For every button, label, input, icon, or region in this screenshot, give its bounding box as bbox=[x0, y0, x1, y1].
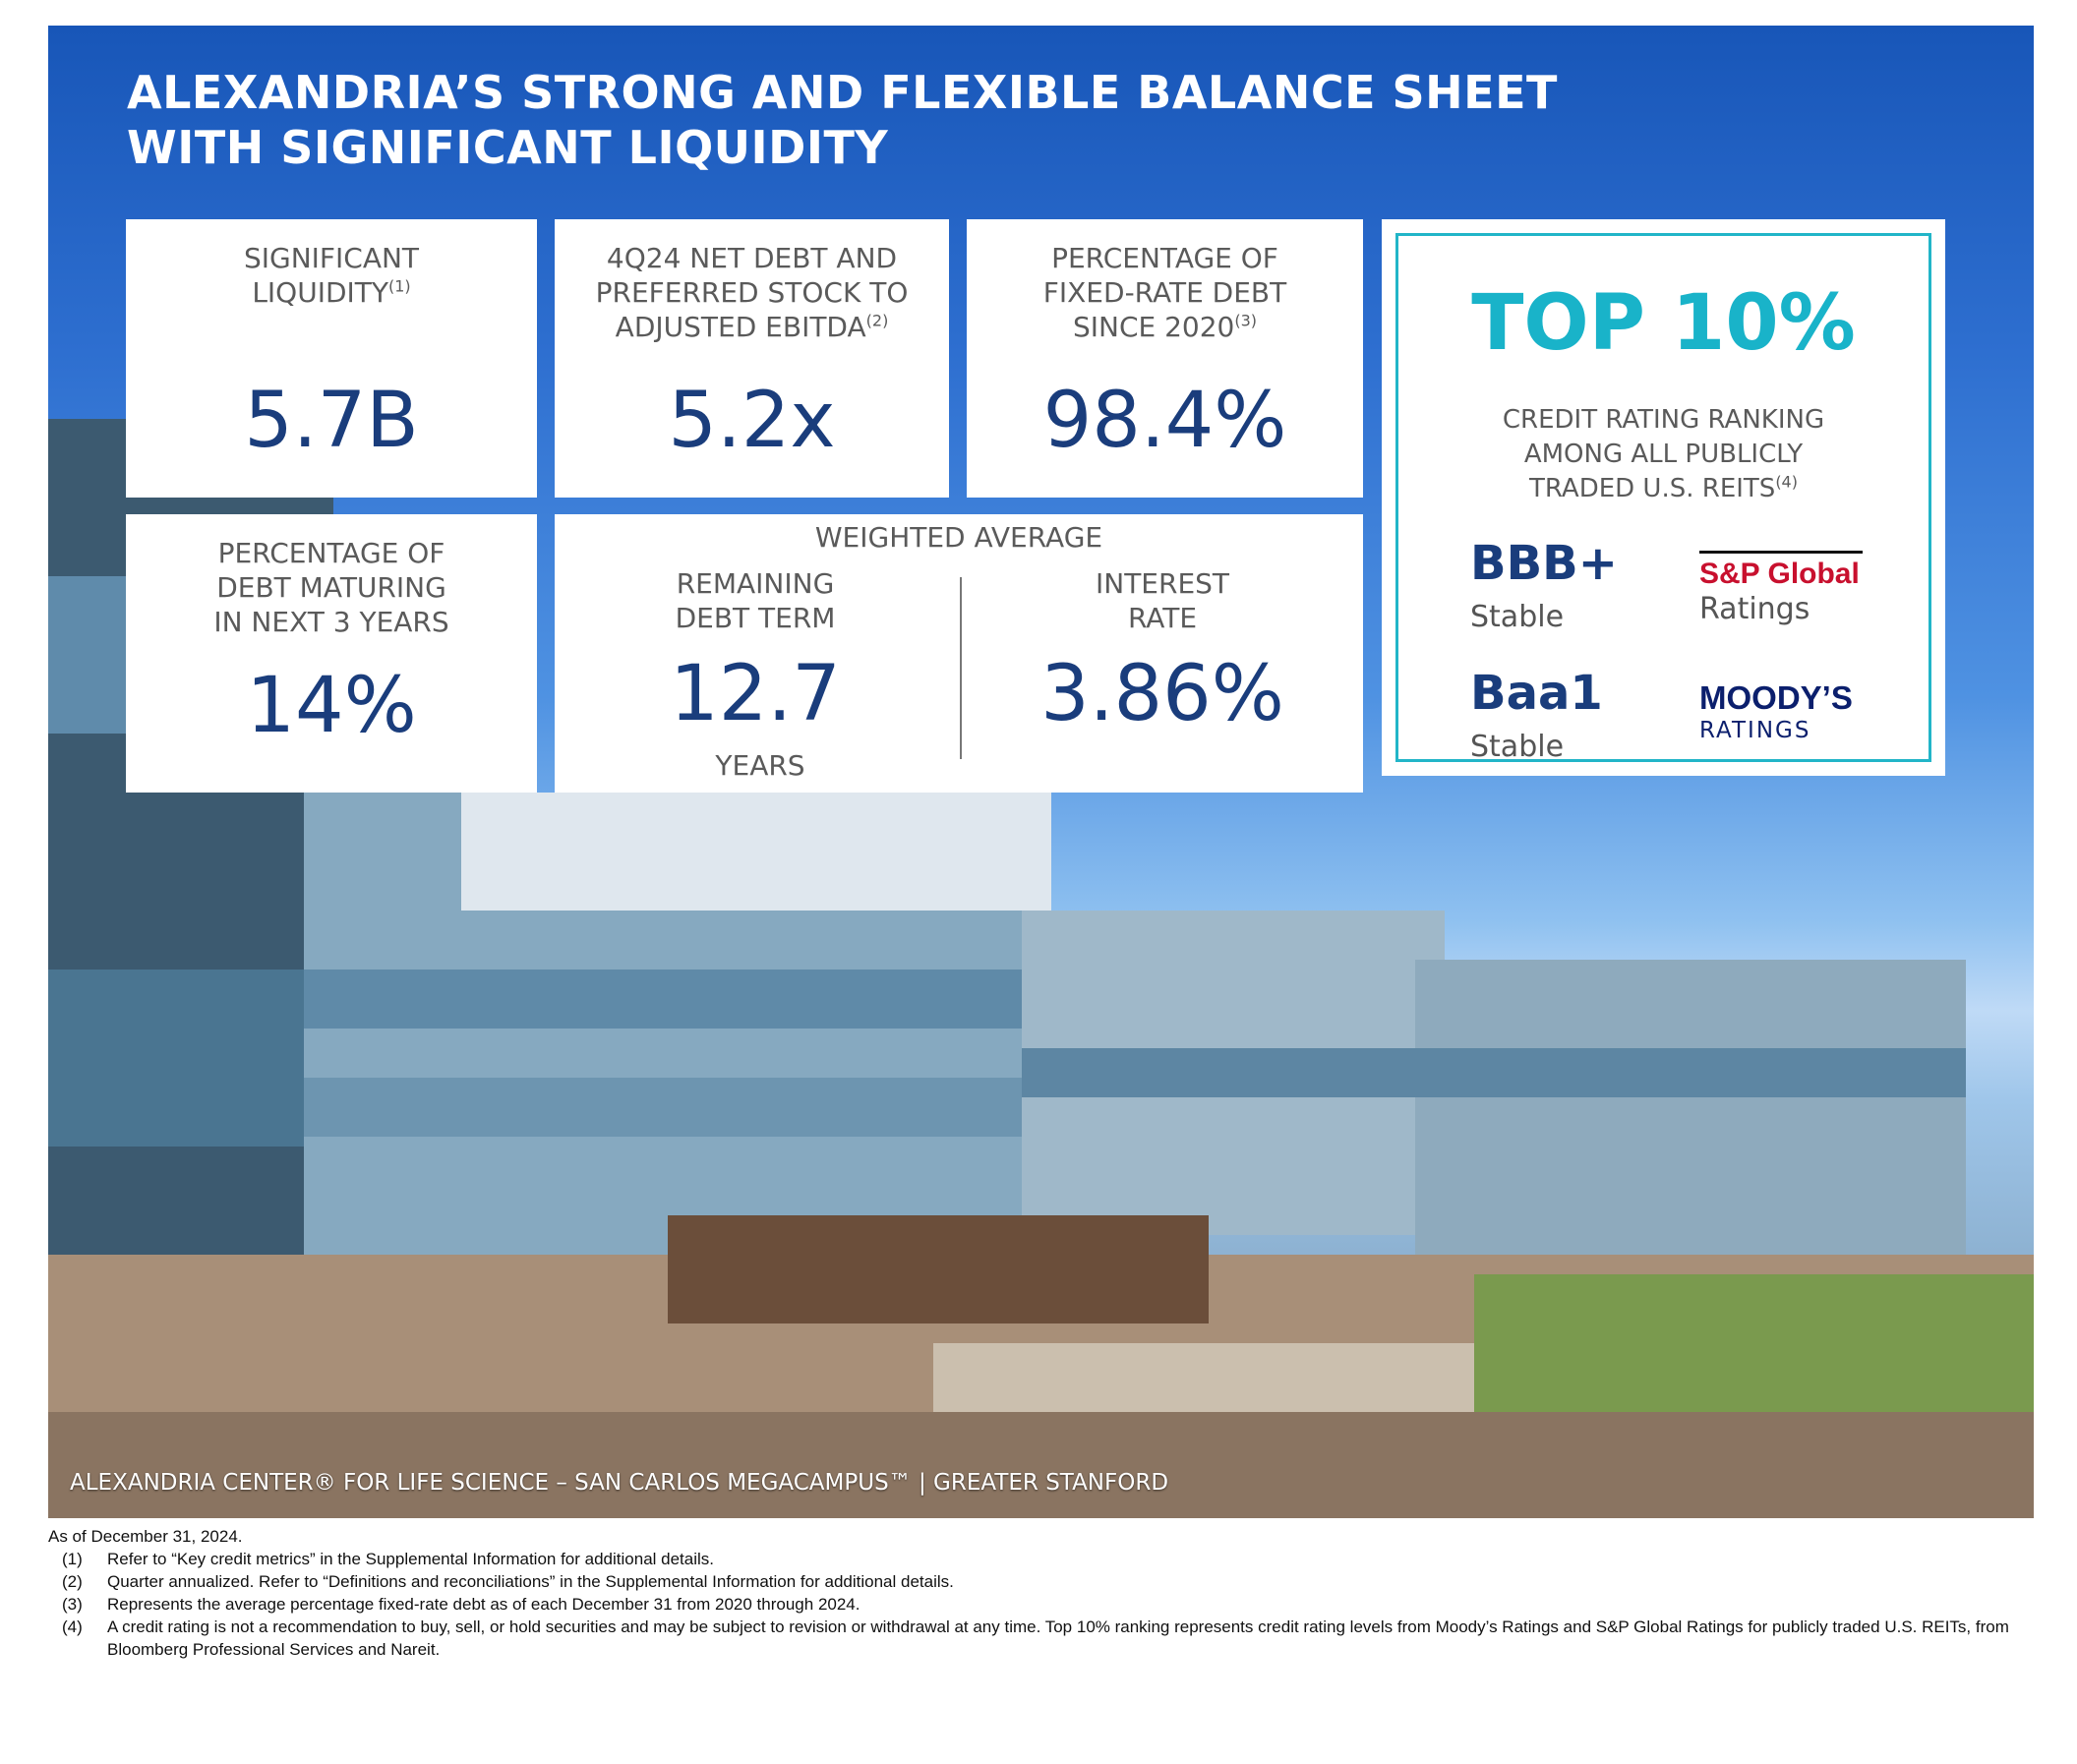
fixed-rate-label: PERCENTAGE OF FIXED-RATE DEBT SINCE 2020… bbox=[967, 241, 1363, 344]
rating-rank-line-2: AMONG ALL PUBLICLY bbox=[1523, 440, 1804, 469]
maturing-value: 14% bbox=[246, 662, 417, 750]
footnote-ref-2: (2) bbox=[865, 311, 889, 330]
maturing-label: PERCENTAGE OF DEBT MATURING IN NEXT 3 YE… bbox=[126, 536, 537, 639]
page-title: ALEXANDRIA’S STRONG AND FLEXIBLE BALANCE… bbox=[127, 65, 1558, 175]
pergola bbox=[668, 1215, 1209, 1323]
liquidity-label-line-1: SIGNIFICANT bbox=[243, 242, 420, 274]
debt-term-label: REMAINING DEBT TERM bbox=[555, 566, 956, 635]
net-debt-label: 4Q24 NET DEBT AND PREFERRED STOCK TO ADJ… bbox=[555, 241, 949, 344]
plaza-foreground bbox=[48, 1412, 2034, 1518]
campus-photo bbox=[48, 419, 2034, 1518]
weighted-divider bbox=[960, 577, 962, 759]
debt-term-label-line-2: DEBT TERM bbox=[675, 602, 836, 634]
photo-caption: ALEXANDRIA CENTER® FOR LIFE SCIENCE – SA… bbox=[70, 1470, 1169, 1496]
liquidity-label-text: LIQUIDITY bbox=[252, 276, 388, 309]
footnote-ref-4: (4) bbox=[1775, 472, 1798, 492]
fixed-rate-label-line-2: FIXED-RATE DEBT bbox=[1042, 276, 1287, 309]
interest-rate-label-line-2: RATE bbox=[1127, 602, 1198, 634]
weighted-average-header: WEIGHTED AVERAGE bbox=[814, 521, 1103, 554]
left-building-glass-lower bbox=[48, 970, 333, 1147]
liquidity-label-line-2: LIQUIDITY(1) bbox=[126, 275, 537, 310]
footnote-number: (1) bbox=[62, 1550, 83, 1568]
net-debt-card: 4Q24 NET DEBT AND PREFERRED STOCK TO ADJ… bbox=[555, 219, 949, 498]
fixed-rate-label-line-1: PERCENTAGE OF bbox=[1051, 242, 1278, 274]
footnote-number: (4) bbox=[62, 1617, 83, 1636]
net-debt-value: 5.2x bbox=[668, 377, 836, 465]
interest-rate-value: 3.86% bbox=[1040, 650, 1284, 738]
maturing-label-line-2: DEBT MATURING bbox=[216, 571, 446, 604]
footnote-text: Refer to “Key credit metrics” in the Sup… bbox=[107, 1550, 715, 1568]
footnote-4: (4) A credit rating is not a recommendati… bbox=[48, 1616, 2025, 1661]
weighted-average-card: WEIGHTED AVERAGE REMAINING DEBT TERM 12.… bbox=[555, 514, 1363, 793]
footnote-number: (2) bbox=[62, 1572, 83, 1591]
credit-rating-border: TOP 10% CREDIT RATING RANKING AMONG ALL … bbox=[1395, 233, 1931, 764]
fixed-rate-label-text: SINCE 2020 bbox=[1072, 311, 1235, 343]
net-debt-label-text: ADJUSTED EBITDA bbox=[615, 311, 866, 343]
net-debt-label-line-2: PREFERRED STOCK TO bbox=[595, 276, 909, 309]
center-building-band bbox=[304, 970, 1051, 1029]
sp-grade: BBB+ bbox=[1470, 536, 1618, 591]
right-building-band bbox=[1022, 1048, 1966, 1097]
moodys-grade: Baa1 bbox=[1470, 666, 1603, 721]
footnote-number: (3) bbox=[62, 1595, 83, 1614]
footnotes: As of December 31, 2024. (1) Refer to “Ke… bbox=[48, 1525, 2025, 1661]
as-of-date: As of December 31, 2024. bbox=[48, 1527, 243, 1546]
fixed-rate-card: PERCENTAGE OF FIXED-RATE DEBT SINCE 2020… bbox=[967, 219, 1363, 498]
maturing-label-line-1: PERCENTAGE OF bbox=[217, 537, 445, 569]
debt-term-unit: YEARS bbox=[715, 749, 805, 782]
sp-outlook: Stable bbox=[1470, 600, 1565, 634]
top-10-headline: TOP 10% bbox=[1471, 279, 1856, 368]
footnote-text: Represents the average percentage fixed-… bbox=[107, 1595, 860, 1614]
interest-rate-label-line-1: INTEREST bbox=[1095, 567, 1230, 600]
rating-rank-line-1: CREDIT RATING RANKING bbox=[1502, 405, 1825, 435]
footnote-2: (2) Quarter annualized. Refer to “Definit… bbox=[48, 1570, 2025, 1593]
liquidity-value: 5.7B bbox=[244, 377, 419, 465]
fixed-rate-value: 98.4% bbox=[1042, 377, 1287, 465]
title-line-1: ALEXANDRIA’S STRONG AND FLEXIBLE BALANCE… bbox=[127, 66, 1558, 119]
footnote-ref-1: (1) bbox=[388, 276, 411, 296]
moodys-logo: MOODY’S bbox=[1699, 679, 1853, 716]
center-building-roof bbox=[461, 793, 1051, 911]
rating-rank-label: CREDIT RATING RANKING AMONG ALL PUBLICLY… bbox=[1398, 403, 1929, 506]
maturing-label-line-3: IN NEXT 3 YEARS bbox=[213, 606, 449, 638]
debt-term-label-line-1: REMAINING bbox=[676, 567, 835, 600]
lawn-right bbox=[1474, 1274, 2034, 1422]
footnote-ref-3: (3) bbox=[1234, 311, 1258, 330]
sp-logo: S&P Global bbox=[1699, 558, 1860, 590]
footnote-3: (3) Represents the average percentage fix… bbox=[48, 1593, 2025, 1616]
net-debt-label-line-3: ADJUSTED EBITDA(2) bbox=[555, 310, 949, 344]
footnote-1: (1) Refer to “Key credit metrics” in the … bbox=[48, 1548, 2025, 1570]
hero-panel: ALEXANDRIA’S STRONG AND FLEXIBLE BALANCE… bbox=[48, 26, 2034, 1518]
center-building-band-2 bbox=[304, 1078, 1051, 1137]
footnote-text: A credit rating is not a recommendation … bbox=[107, 1617, 2009, 1659]
footnote-text: Quarter annualized. Refer to “Definition… bbox=[107, 1572, 954, 1591]
interest-rate-label: INTEREST RATE bbox=[962, 566, 1363, 635]
sp-logo-rule bbox=[1699, 551, 1863, 554]
moodys-outlook: Stable bbox=[1470, 730, 1565, 764]
rating-rank-line-3: TRADED U.S. REITS(4) bbox=[1398, 472, 1929, 506]
fixed-rate-label-line-3: SINCE 2020(3) bbox=[967, 310, 1363, 344]
moodys-logo-sub: RATINGS bbox=[1699, 718, 1811, 743]
maturing-card: PERCENTAGE OF DEBT MATURING IN NEXT 3 YE… bbox=[126, 514, 537, 793]
right-building-wing bbox=[1415, 960, 1966, 1255]
sp-logo-sub: Ratings bbox=[1699, 592, 1810, 626]
liquidity-card: SIGNIFICANT LIQUIDITY(1) 5.7B bbox=[126, 219, 537, 498]
rating-rank-text: TRADED U.S. REITS bbox=[1529, 474, 1776, 503]
debt-term-value: 12.7 bbox=[670, 650, 841, 738]
liquidity-label: SIGNIFICANT LIQUIDITY(1) bbox=[126, 241, 537, 310]
credit-rating-card: TOP 10% CREDIT RATING RANKING AMONG ALL … bbox=[1382, 219, 1945, 776]
net-debt-label-line-1: 4Q24 NET DEBT AND bbox=[606, 242, 898, 274]
title-line-2: WITH SIGNIFICANT LIQUIDITY bbox=[127, 121, 889, 174]
